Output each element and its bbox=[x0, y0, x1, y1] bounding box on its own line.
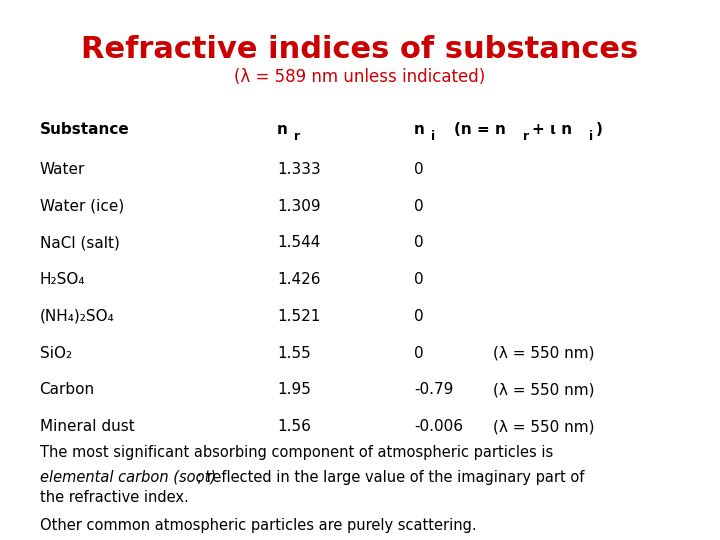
Text: Substance: Substance bbox=[40, 122, 130, 137]
Text: 1.544: 1.544 bbox=[277, 235, 320, 251]
Text: The most significant absorbing component of atmospheric particles is: The most significant absorbing component… bbox=[40, 446, 553, 461]
Text: -0.79: -0.79 bbox=[414, 382, 454, 397]
Text: 0: 0 bbox=[414, 162, 423, 177]
Text: H₂SO₄: H₂SO₄ bbox=[40, 272, 85, 287]
Text: (NH₄)₂SO₄: (NH₄)₂SO₄ bbox=[40, 309, 114, 324]
Text: + ι n: + ι n bbox=[532, 122, 572, 137]
Text: the refractive index.: the refractive index. bbox=[40, 490, 189, 505]
Text: r: r bbox=[523, 130, 530, 143]
Text: 1.426: 1.426 bbox=[277, 272, 320, 287]
Text: 1.55: 1.55 bbox=[277, 346, 311, 361]
Text: Carbon: Carbon bbox=[40, 382, 95, 397]
Text: SiO₂: SiO₂ bbox=[40, 346, 72, 361]
Text: i: i bbox=[431, 130, 435, 143]
Text: n: n bbox=[414, 122, 425, 137]
Text: Water: Water bbox=[40, 162, 85, 177]
Text: (λ = 550 nm): (λ = 550 nm) bbox=[493, 346, 595, 361]
Text: (λ = 589 nm unless indicated): (λ = 589 nm unless indicated) bbox=[235, 68, 485, 85]
Text: i: i bbox=[589, 130, 593, 143]
Text: (λ = 550 nm): (λ = 550 nm) bbox=[493, 419, 595, 434]
Text: Water (ice): Water (ice) bbox=[40, 199, 124, 214]
Text: r: r bbox=[294, 130, 300, 143]
Text: Mineral dust: Mineral dust bbox=[40, 419, 135, 434]
Text: 1.521: 1.521 bbox=[277, 309, 320, 324]
Text: Refractive indices of substances: Refractive indices of substances bbox=[81, 35, 639, 64]
Text: 0: 0 bbox=[414, 272, 423, 287]
Text: 1.95: 1.95 bbox=[277, 382, 311, 397]
Text: ; reflected in the large value of the imaginary part of: ; reflected in the large value of the im… bbox=[197, 470, 584, 485]
Text: 1.309: 1.309 bbox=[277, 199, 321, 214]
Text: 0: 0 bbox=[414, 346, 423, 361]
Text: 0: 0 bbox=[414, 199, 423, 214]
Text: n: n bbox=[277, 122, 288, 137]
Text: 0: 0 bbox=[414, 235, 423, 251]
Text: (λ = 550 nm): (λ = 550 nm) bbox=[493, 382, 595, 397]
Text: 1.333: 1.333 bbox=[277, 162, 321, 177]
Text: 0: 0 bbox=[414, 309, 423, 324]
Text: -0.006: -0.006 bbox=[414, 419, 463, 434]
Text: elemental carbon (soot): elemental carbon (soot) bbox=[40, 470, 216, 485]
Text: 1.56: 1.56 bbox=[277, 419, 311, 434]
Text: (n = n: (n = n bbox=[454, 122, 505, 137]
Text: NaCl (salt): NaCl (salt) bbox=[40, 235, 120, 251]
Text: ): ) bbox=[595, 122, 603, 137]
Text: Other common atmospheric particles are purely scattering.: Other common atmospheric particles are p… bbox=[40, 518, 476, 534]
